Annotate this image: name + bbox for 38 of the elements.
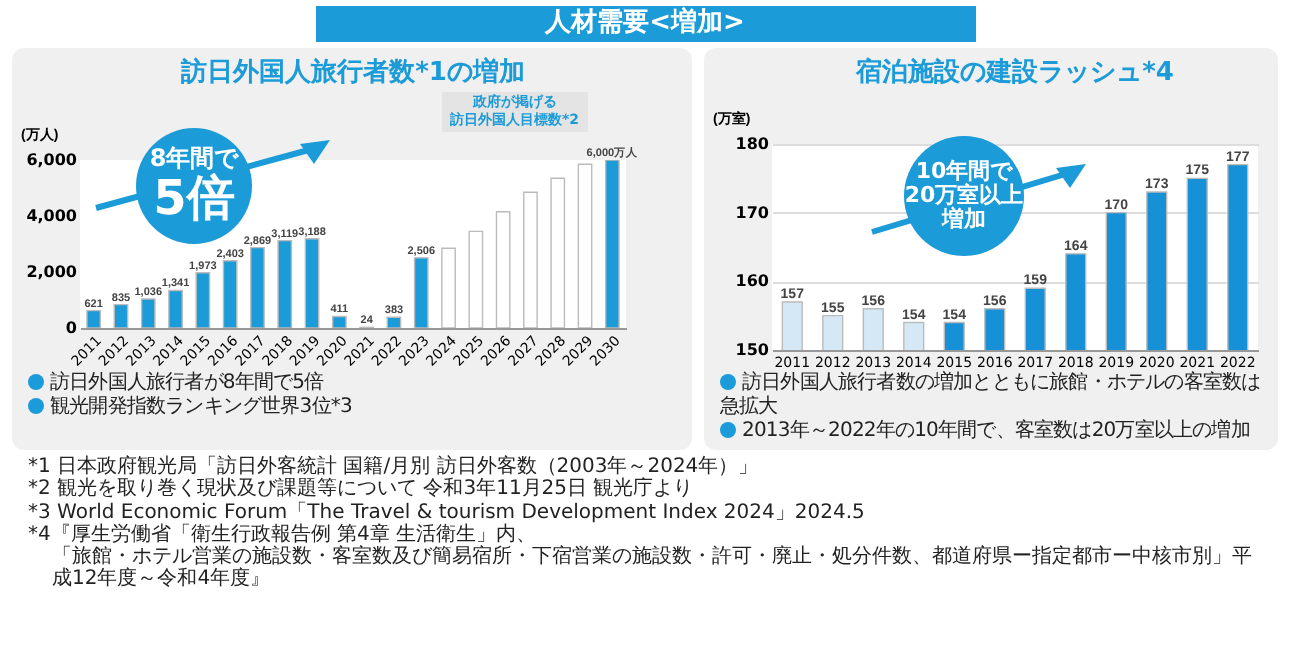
bar <box>222 260 238 328</box>
text: *3 World Economic Forum「The Travel & tourism Development Index 2024」2024.5 <box>28 501 867 524</box>
annotation: 8年間で <box>149 144 239 173</box>
bar <box>113 303 129 328</box>
bar <box>331 315 347 328</box>
text: *2 観光を取り巻く現状及び課題等について 令和3年11月25日 観光庁より <box>28 478 696 501</box>
y-tick-label: 150 <box>735 341 770 359</box>
y-tick-label: 6,000 <box>26 151 78 169</box>
y-tick-label: 2,000 <box>26 263 78 281</box>
bar <box>386 316 402 328</box>
bar <box>140 298 156 328</box>
y-tick-label: 170 <box>735 203 770 222</box>
y-tick-label: 4,000 <box>26 207 78 225</box>
bar <box>195 272 211 328</box>
bar <box>250 246 265 328</box>
text: 訪日外国人旅行者数の増加とともに旅館・ホテルの客室数は急拡大 <box>718 372 1263 419</box>
text: 人材需要<増加> <box>315 6 975 42</box>
y-tick-label: 160 <box>735 272 770 291</box>
text: 訪日外国人旅行者が8年間で5倍 <box>48 372 326 395</box>
annotation: 5倍 <box>153 170 235 227</box>
text: *1 日本政府観光局「訪日外客統計 国籍/月別 訪日外客数（2003年～2024年）」 <box>28 456 761 478</box>
bar <box>86 309 102 328</box>
bar <box>413 257 429 328</box>
annotation: 10年間で <box>915 157 1013 184</box>
text: 2013年～2022年の10年間で、客室数は20万室以上の増加 <box>740 420 1252 444</box>
bar <box>277 239 293 328</box>
chart-title: 訪日外国人旅行者数*1の増加 <box>179 56 525 88</box>
bar <box>604 160 620 328</box>
text: 観光開発指数ランキング世界3位*3 <box>48 396 354 420</box>
annotation: 20万室以上 <box>904 181 1024 208</box>
bar <box>168 289 183 328</box>
text: 「旅館・ホテル営業の施設数・客室数及び簡易宿所・下宿営業の施設数・許可・廃止・処分件数、都道府県ー指定都市ー中核市別」平成12年度～令和4年度』 <box>50 546 1254 592</box>
bar <box>304 238 320 328</box>
annotation: 増加 <box>942 206 986 233</box>
y-tick-label: 0 <box>65 319 78 337</box>
text: *4『厚生労働省「衛生行政報告例 第4章 生活衛生」内、 <box>28 523 539 546</box>
chart-title: 宿泊施設の建設ラッシュ*4 <box>854 56 1174 88</box>
y-tick-label: 180 <box>735 135 770 153</box>
